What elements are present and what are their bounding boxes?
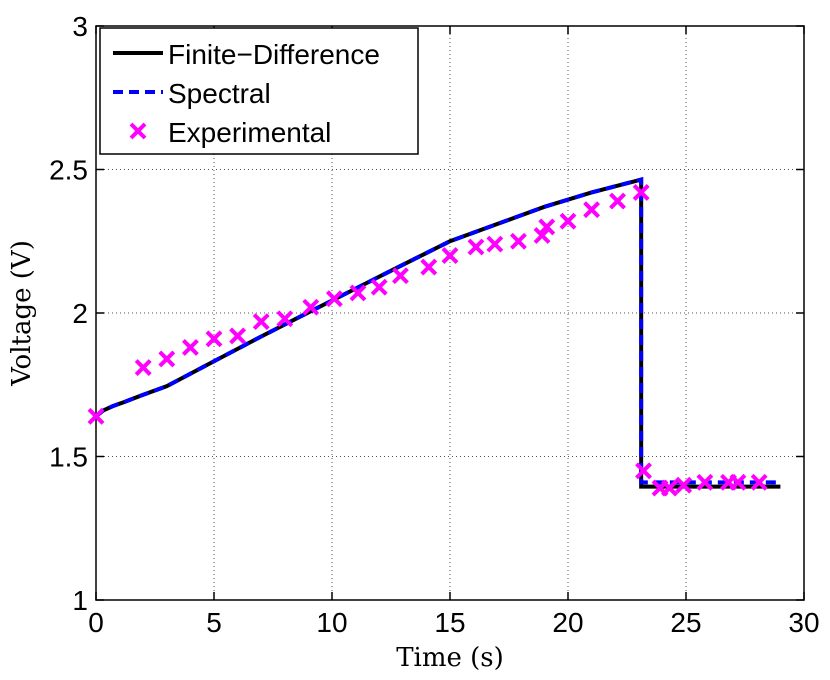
data-point [559, 212, 577, 230]
series-line-spectral [94, 176, 781, 485]
data-point [370, 278, 388, 296]
data-point [675, 476, 693, 494]
data-point [205, 330, 223, 348]
data-point [696, 473, 714, 491]
data-point [134, 359, 152, 376]
data-point [486, 235, 504, 253]
legend-spectral-label: Spectral [168, 78, 271, 109]
y-tick-labels: 1 1.5 2 2.5 3 [49, 11, 88, 616]
x-tick-label: 25 [670, 607, 701, 638]
y-tick-label: 1.5 [49, 442, 88, 473]
data-point [441, 247, 459, 265]
series-experimental [87, 184, 768, 497]
data-point [87, 407, 105, 425]
data-point [750, 473, 768, 491]
data-point [661, 479, 678, 497]
legend-experimental-marker [129, 122, 147, 140]
x-tick-label: 10 [316, 607, 347, 638]
data-point [252, 313, 270, 331]
data-point [325, 290, 343, 308]
data-point [533, 227, 551, 244]
data-point [510, 232, 527, 250]
x-axis-label: Time (s) [396, 643, 504, 673]
data-point [302, 298, 320, 316]
data-point [158, 350, 176, 368]
y-tick-label: 1 [72, 585, 88, 616]
data-point [632, 184, 650, 201]
x-tick-label: 5 [206, 607, 222, 638]
data-point [583, 201, 601, 219]
data-point [420, 258, 438, 276]
data-point [635, 462, 652, 480]
series [87, 176, 781, 497]
x-tick-label: 0 [88, 607, 104, 638]
x-tick-label: 15 [434, 607, 465, 638]
data-point [538, 218, 556, 236]
y-axis-label: Voltage (V) [7, 240, 37, 387]
legend: Finite−Difference Spectral Experimental [99, 27, 419, 155]
data-point [392, 267, 409, 285]
data-point [276, 310, 294, 328]
data-point [467, 238, 485, 256]
y-tick-label: 2.5 [49, 155, 88, 186]
x-tick-label: 30 [788, 607, 819, 638]
data-point [729, 473, 747, 491]
legend-finite-difference-label: Finite−Difference [168, 39, 380, 70]
data-point [609, 192, 626, 210]
data-point [349, 284, 367, 302]
data-point [229, 327, 247, 345]
x-tick-label: 20 [552, 607, 583, 638]
y-tick-label: 2 [72, 298, 88, 329]
y-tick-label: 3 [72, 11, 88, 42]
legend-experimental-label: Experimental [168, 117, 331, 148]
data-point [181, 339, 199, 356]
series-line-finite-difference [94, 176, 781, 489]
x-tick-labels: 0 5 10 15 20 25 30 [88, 607, 819, 638]
